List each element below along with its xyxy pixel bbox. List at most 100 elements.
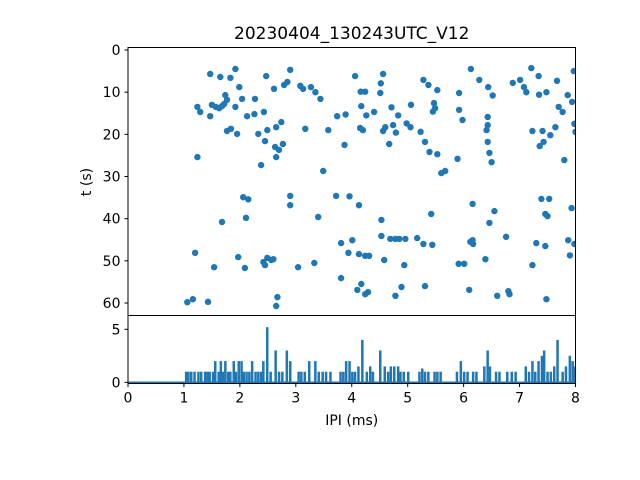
hist-bar xyxy=(573,366,576,384)
tick-label: 8 xyxy=(571,391,580,407)
scatter-point xyxy=(260,108,268,116)
hist-bar xyxy=(342,371,345,384)
scatter-point xyxy=(420,240,427,248)
hist-bar xyxy=(561,371,564,384)
scatter-point xyxy=(489,92,496,99)
hist-bar xyxy=(203,371,207,384)
scatter-point xyxy=(264,126,271,134)
scatter-point xyxy=(365,252,373,259)
hist-bar xyxy=(471,371,475,384)
scatter-point xyxy=(359,126,367,134)
scatter-point xyxy=(355,250,363,258)
scatter-point xyxy=(273,124,280,131)
tick-label: 3 xyxy=(291,391,300,407)
hist-bar xyxy=(214,361,217,384)
scatter-point xyxy=(455,260,462,267)
tick-label: 2 xyxy=(235,391,244,407)
scatter-point xyxy=(342,111,349,118)
scatter-point xyxy=(311,259,318,267)
scatter-point xyxy=(520,83,528,91)
scatter-point xyxy=(454,155,461,162)
hist-bar xyxy=(542,350,546,384)
hist-bar xyxy=(423,371,427,384)
scatter-point xyxy=(378,232,385,240)
scatter-point xyxy=(392,129,400,136)
scatter-point xyxy=(287,202,294,209)
hist-bar xyxy=(534,371,537,384)
hist-bar xyxy=(459,361,463,384)
scatter-point xyxy=(426,148,433,156)
scatter-point xyxy=(386,140,393,148)
scatter-point xyxy=(564,91,571,99)
hist-bar xyxy=(274,350,277,384)
tick-label: 20 xyxy=(103,127,121,143)
scatter-point xyxy=(332,192,340,200)
scatter-point xyxy=(417,128,424,135)
scatter-point xyxy=(382,124,389,131)
scatter-point xyxy=(434,151,441,158)
scatter-point xyxy=(284,78,291,86)
scatter-point xyxy=(189,296,197,303)
scatter-point xyxy=(194,103,201,111)
scatter-point xyxy=(217,73,224,81)
scatter-point xyxy=(245,196,252,203)
hist-bar xyxy=(462,371,466,384)
scatter-point xyxy=(257,161,265,169)
scatter-point xyxy=(553,77,561,85)
hist-bar xyxy=(427,371,430,384)
hist-bar xyxy=(219,361,223,384)
hist-bar xyxy=(402,371,405,384)
hist-bar xyxy=(242,371,245,384)
hist-bar xyxy=(281,371,284,384)
scatter-point xyxy=(455,106,463,114)
hist-bar xyxy=(224,361,227,384)
hist-bar xyxy=(197,371,200,384)
scatter-point xyxy=(476,76,483,84)
scatter-point xyxy=(467,65,475,73)
tick-label: 6 xyxy=(459,391,468,407)
scatter-point xyxy=(544,212,551,220)
hist-bar xyxy=(396,366,400,384)
hist-bar xyxy=(553,366,556,384)
scatter-point xyxy=(565,237,572,244)
scatter-point xyxy=(236,83,243,91)
scatter-point xyxy=(363,112,370,119)
chart-title: 20230404_130243UTC_V12 xyxy=(234,24,469,44)
scatter-point xyxy=(484,121,491,129)
scatter-point xyxy=(566,252,574,259)
hist-bar xyxy=(266,327,269,384)
hist-bar xyxy=(549,371,553,384)
scatter-point xyxy=(428,210,435,218)
hist-bar xyxy=(466,371,469,384)
hist-bar xyxy=(250,361,254,384)
x-axis-label: IPI (ms) xyxy=(325,413,378,429)
hist-bar xyxy=(339,371,342,384)
scatter-point xyxy=(362,291,369,298)
scatter-point xyxy=(486,149,493,157)
scatter-point xyxy=(232,65,239,73)
scatter-point xyxy=(535,72,542,80)
hist-bar xyxy=(226,371,230,384)
hist-bar xyxy=(285,350,289,384)
scatter-point xyxy=(358,280,365,288)
scatter-point xyxy=(287,66,294,74)
scatter-point xyxy=(570,67,576,75)
tick-label: 30 xyxy=(103,170,121,186)
scatter-point xyxy=(227,125,235,132)
scatter-point xyxy=(346,193,353,200)
scatter-point xyxy=(414,234,421,242)
scatter-point xyxy=(516,76,524,84)
scatter-point xyxy=(302,125,309,132)
hist-bar xyxy=(208,371,211,384)
scatter-point xyxy=(355,202,363,209)
scatter-point xyxy=(235,253,242,261)
tick-label: 10 xyxy=(103,85,121,101)
scatter-point xyxy=(275,146,283,154)
scatter-point xyxy=(251,95,259,103)
hist-bar xyxy=(259,371,263,384)
hist-bar xyxy=(365,371,369,384)
scatter-point xyxy=(207,70,214,78)
hist-bar xyxy=(357,366,360,384)
scatter-point xyxy=(357,88,364,95)
